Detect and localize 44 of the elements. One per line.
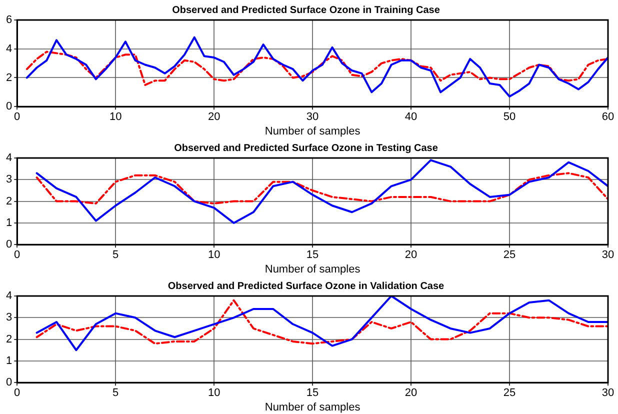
- y-tick-label: 3: [6, 174, 12, 186]
- x-tick-label: 50: [503, 111, 516, 124]
- chart-title: Observed and Predicted Surface Ozone in Testing Case: [174, 142, 438, 154]
- y-tick-label: 3: [6, 312, 12, 324]
- x-tick-label: 0: [14, 111, 20, 124]
- y-tick-label: 4: [6, 290, 12, 302]
- chart-title: Observed and Predicted Surface Ozone in Validation Case: [168, 280, 445, 292]
- x-axis-title: Number of samples: [264, 263, 361, 276]
- x-tick-label: 20: [404, 249, 418, 262]
- y-tick-label: 4: [6, 152, 12, 164]
- y-tick-label: 0: [6, 238, 12, 251]
- x-tick-label: 5: [112, 387, 119, 400]
- y-tick-label: 0: [6, 100, 12, 113]
- x-tick-label: 5: [112, 249, 119, 262]
- y-tick-label: 0: [6, 376, 12, 389]
- y-tick-label: 4: [6, 42, 12, 55]
- x-tick-label: 20: [404, 387, 418, 400]
- x-tick-label: 30: [602, 387, 614, 400]
- line-series: [36, 172, 608, 204]
- x-tick-label: 25: [503, 387, 516, 400]
- x-tick-label: 60: [602, 111, 614, 124]
- x-tick-label: 15: [306, 387, 319, 400]
- line-series: [26, 50, 608, 86]
- x-axis-title: Number of samples: [264, 401, 361, 414]
- y-tick-label: 6: [6, 14, 12, 26]
- line-series: [36, 299, 608, 345]
- x-tick-label: 0: [14, 249, 20, 262]
- y-tick-label: 1: [6, 216, 12, 229]
- chart-title: Observed and Predicted Surface Ozone in Training Case: [172, 4, 440, 16]
- x-tick-label: 10: [208, 387, 220, 400]
- x-tick-label: 10: [208, 249, 220, 262]
- y-tick-label: 2: [6, 333, 12, 346]
- x-tick-label: 40: [404, 111, 418, 124]
- y-tick-label: 2: [6, 72, 12, 84]
- y-tick-label: 1: [6, 354, 12, 367]
- x-tick-label: 0: [14, 387, 20, 400]
- x-tick-label: 25: [503, 249, 516, 262]
- x-tick-label: 10: [109, 111, 122, 124]
- x-axis-title: Number of samples: [264, 125, 361, 138]
- x-tick-label: 15: [306, 249, 319, 262]
- y-tick-label: 2: [6, 195, 12, 208]
- x-tick-label: 30: [602, 249, 614, 262]
- x-tick-label: 20: [208, 111, 220, 124]
- x-tick-label: 30: [306, 111, 319, 124]
